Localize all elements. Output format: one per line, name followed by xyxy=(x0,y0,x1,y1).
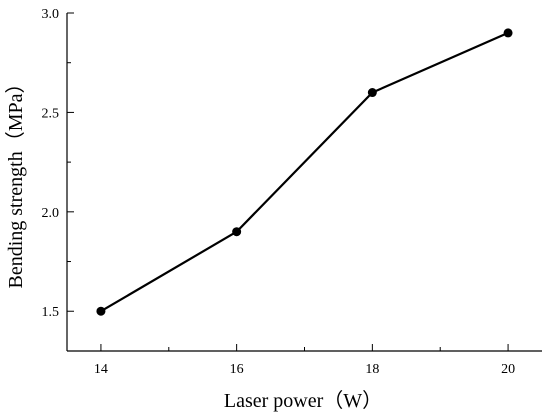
axes xyxy=(66,13,542,352)
x-tick-label: 16 xyxy=(230,362,244,377)
data-point xyxy=(96,306,106,316)
data-point xyxy=(232,227,242,237)
y-axis-title: Bending strength（MPa） xyxy=(4,74,27,289)
y-tick-label: 2.0 xyxy=(42,206,60,221)
y-tick-label: 1.5 xyxy=(42,305,60,320)
series-line xyxy=(100,31,509,313)
data-point xyxy=(503,28,513,38)
data-point xyxy=(367,88,377,98)
y-tick-label: 2.5 xyxy=(42,106,60,121)
y-axis-ticks: 1.5 2.0 2.5 3.0 xyxy=(42,7,74,320)
x-axis-title: Laser power（W） xyxy=(224,389,382,412)
y-tick-label: 3.0 xyxy=(42,7,60,22)
x-tick-label: 14 xyxy=(94,362,108,377)
x-tick-label: 20 xyxy=(501,362,515,377)
series xyxy=(96,28,513,316)
x-axis-ticks: 14 16 18 20 xyxy=(94,344,515,377)
x-tick-label: 18 xyxy=(365,362,379,377)
